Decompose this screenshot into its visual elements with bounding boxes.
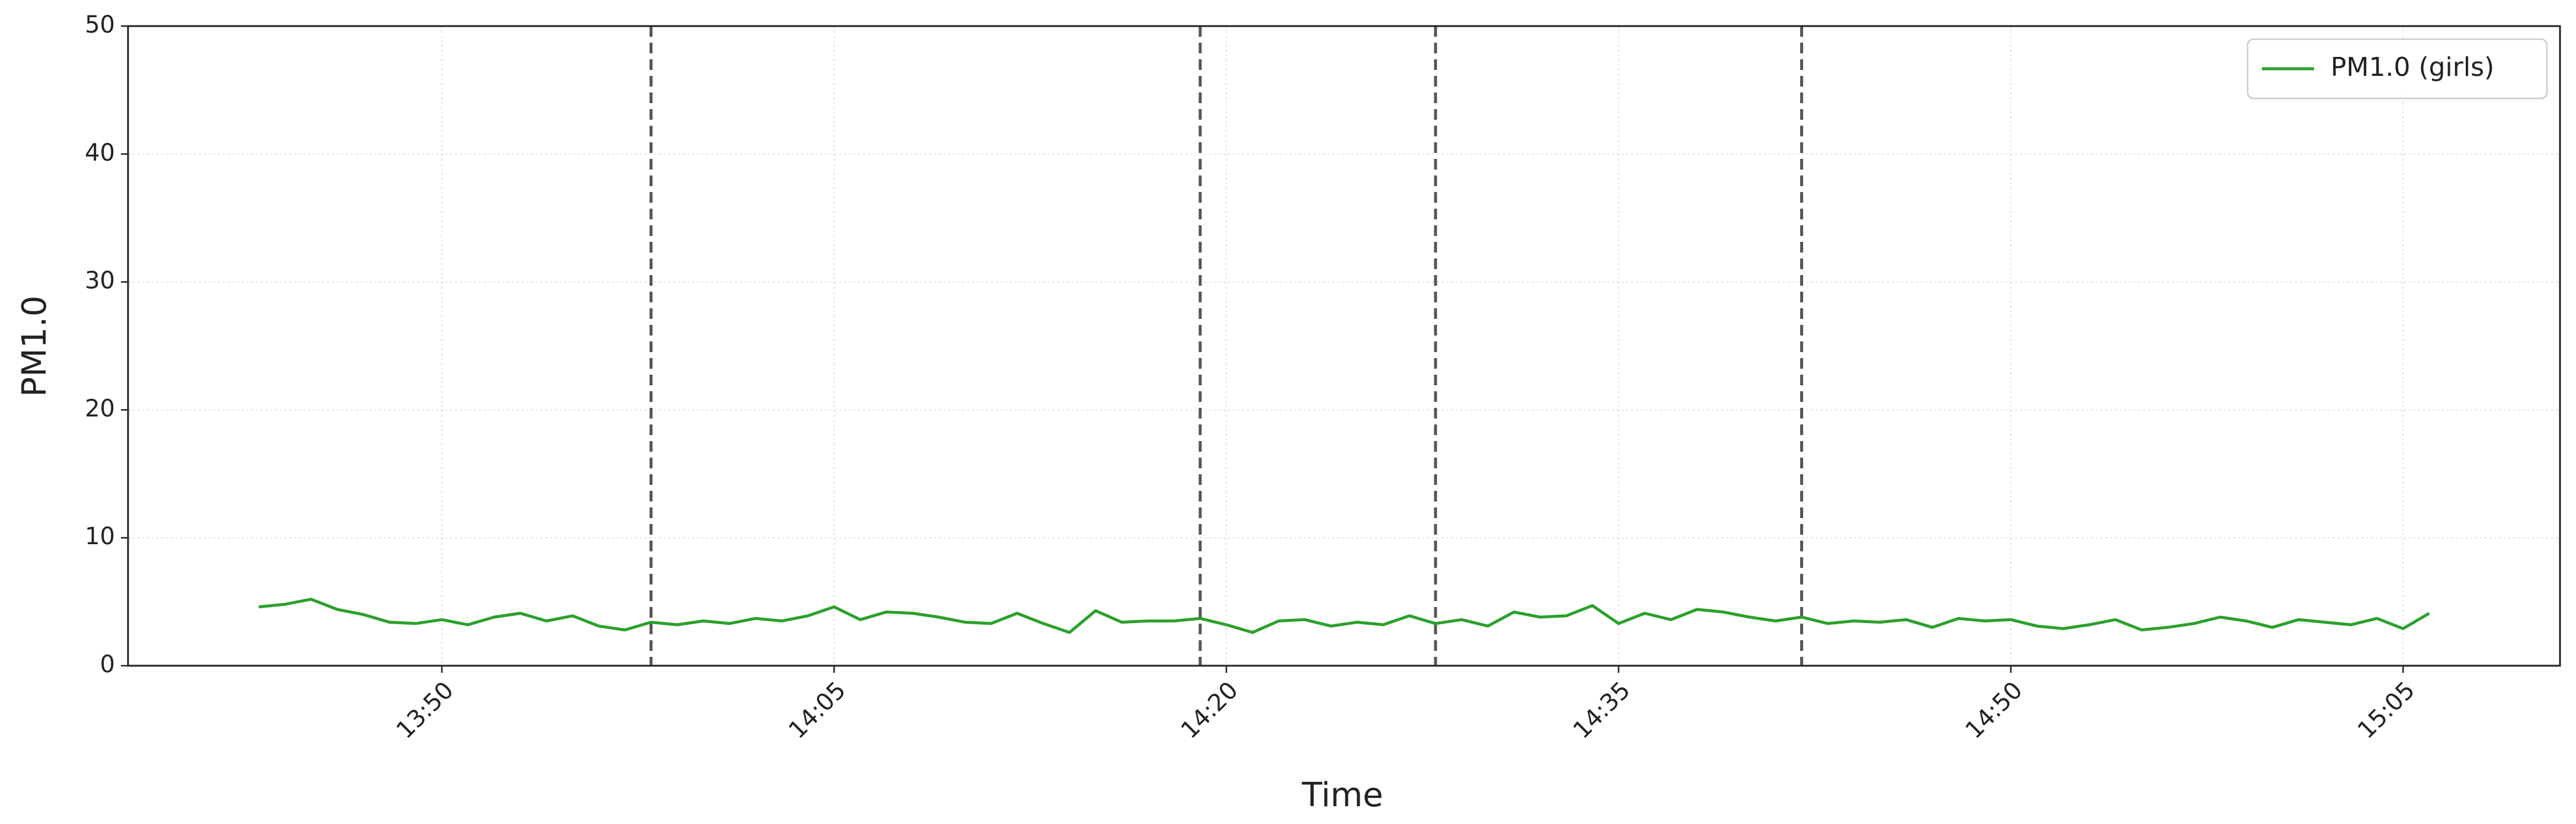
x-tick-label: 14:20 — [1176, 676, 1244, 744]
x-tick-label: 13:50 — [391, 676, 459, 744]
legend: PM1.0 (girls) — [2246, 38, 2548, 100]
y-tick-label: 30 — [85, 267, 115, 295]
y-tick-label: 20 — [85, 395, 115, 422]
x-axis-label: Time — [1301, 776, 1383, 815]
x-tick-label: 14:05 — [784, 676, 851, 744]
y-axis-label: PM1.0 — [15, 295, 54, 397]
x-tick-label: 15:05 — [2353, 676, 2420, 744]
x-tick-label: 14:35 — [1568, 676, 1636, 744]
x-tick-label: 14:50 — [1960, 676, 2028, 744]
legend-label: PM1.0 (girls) — [2331, 52, 2494, 82]
y-tick-label: 10 — [85, 523, 115, 550]
y-tick-label: 0 — [100, 651, 115, 678]
y-tick-label: 40 — [85, 139, 115, 167]
plot-frame — [127, 25, 2561, 667]
legend-box — [2246, 38, 2548, 100]
data-line — [258, 598, 2430, 634]
y-tick-label: 50 — [85, 11, 115, 39]
